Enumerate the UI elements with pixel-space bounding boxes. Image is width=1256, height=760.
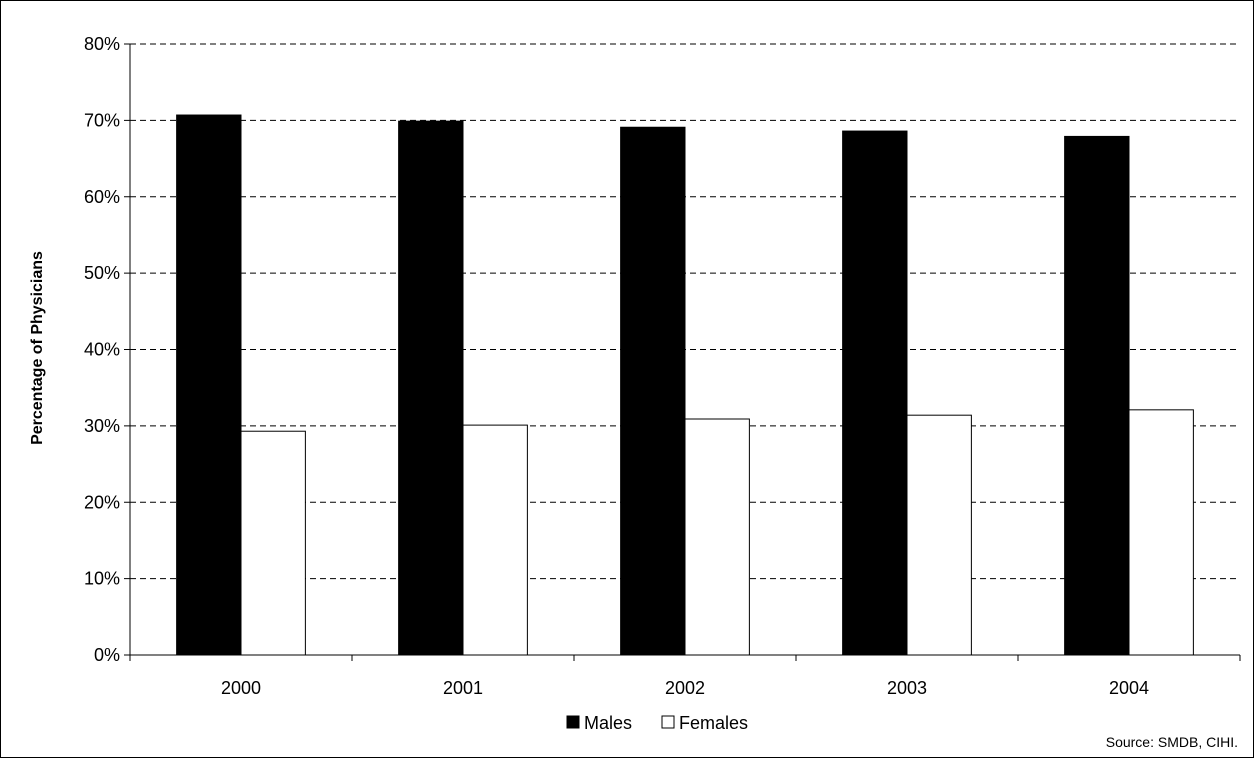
y-tick-label: 30%: [84, 416, 120, 436]
x-tick-label: 2004: [1109, 678, 1149, 698]
legend-label-males: Males: [584, 713, 632, 733]
bar-females-2002: [684, 418, 750, 656]
x-tick-label: 2002: [665, 678, 705, 698]
axes: [129, 44, 1240, 656]
y-tick-label: 0%: [94, 645, 120, 665]
x-tick-label: 2003: [887, 678, 927, 698]
bar-males-2001: [398, 120, 464, 656]
bar-males-2002: [620, 126, 686, 656]
bar-females-2003: [906, 414, 972, 656]
source-note: Source: SMDB, CIHI.: [1106, 734, 1238, 750]
bar-males-2003: [842, 130, 908, 656]
legend-swatch-females: [661, 715, 675, 729]
x-tick-label: 2001: [443, 678, 483, 698]
y-tick-label: 80%: [84, 34, 120, 54]
bar-females-2004: [1128, 409, 1194, 656]
bars: [176, 114, 1194, 656]
y-tick-label: 10%: [84, 569, 120, 589]
bar-males-2000: [176, 114, 242, 656]
bar-males-2004: [1064, 135, 1130, 656]
y-axis-label: Percentage of Physicians: [29, 251, 46, 445]
bar-females-2001: [462, 424, 528, 656]
y-tick-label: 20%: [84, 492, 120, 512]
legend-swatch-males: [566, 715, 580, 729]
y-tick-label: 60%: [84, 187, 120, 207]
y-tick-label: 50%: [84, 263, 120, 283]
legend: Males Females: [566, 713, 748, 733]
bar-females-2000: [240, 430, 306, 656]
y-tick-label: 70%: [84, 110, 120, 130]
x-tick-label: 2000: [221, 678, 261, 698]
legend-label-females: Females: [679, 713, 748, 733]
y-tick-label: 40%: [84, 340, 120, 360]
y-axis-ticks: 0% 10% 20% 30% 40% 50% 60% 70% 80%: [84, 34, 130, 665]
x-axis-ticks: 2000 2001 2002 2003 2004: [129, 655, 1241, 698]
